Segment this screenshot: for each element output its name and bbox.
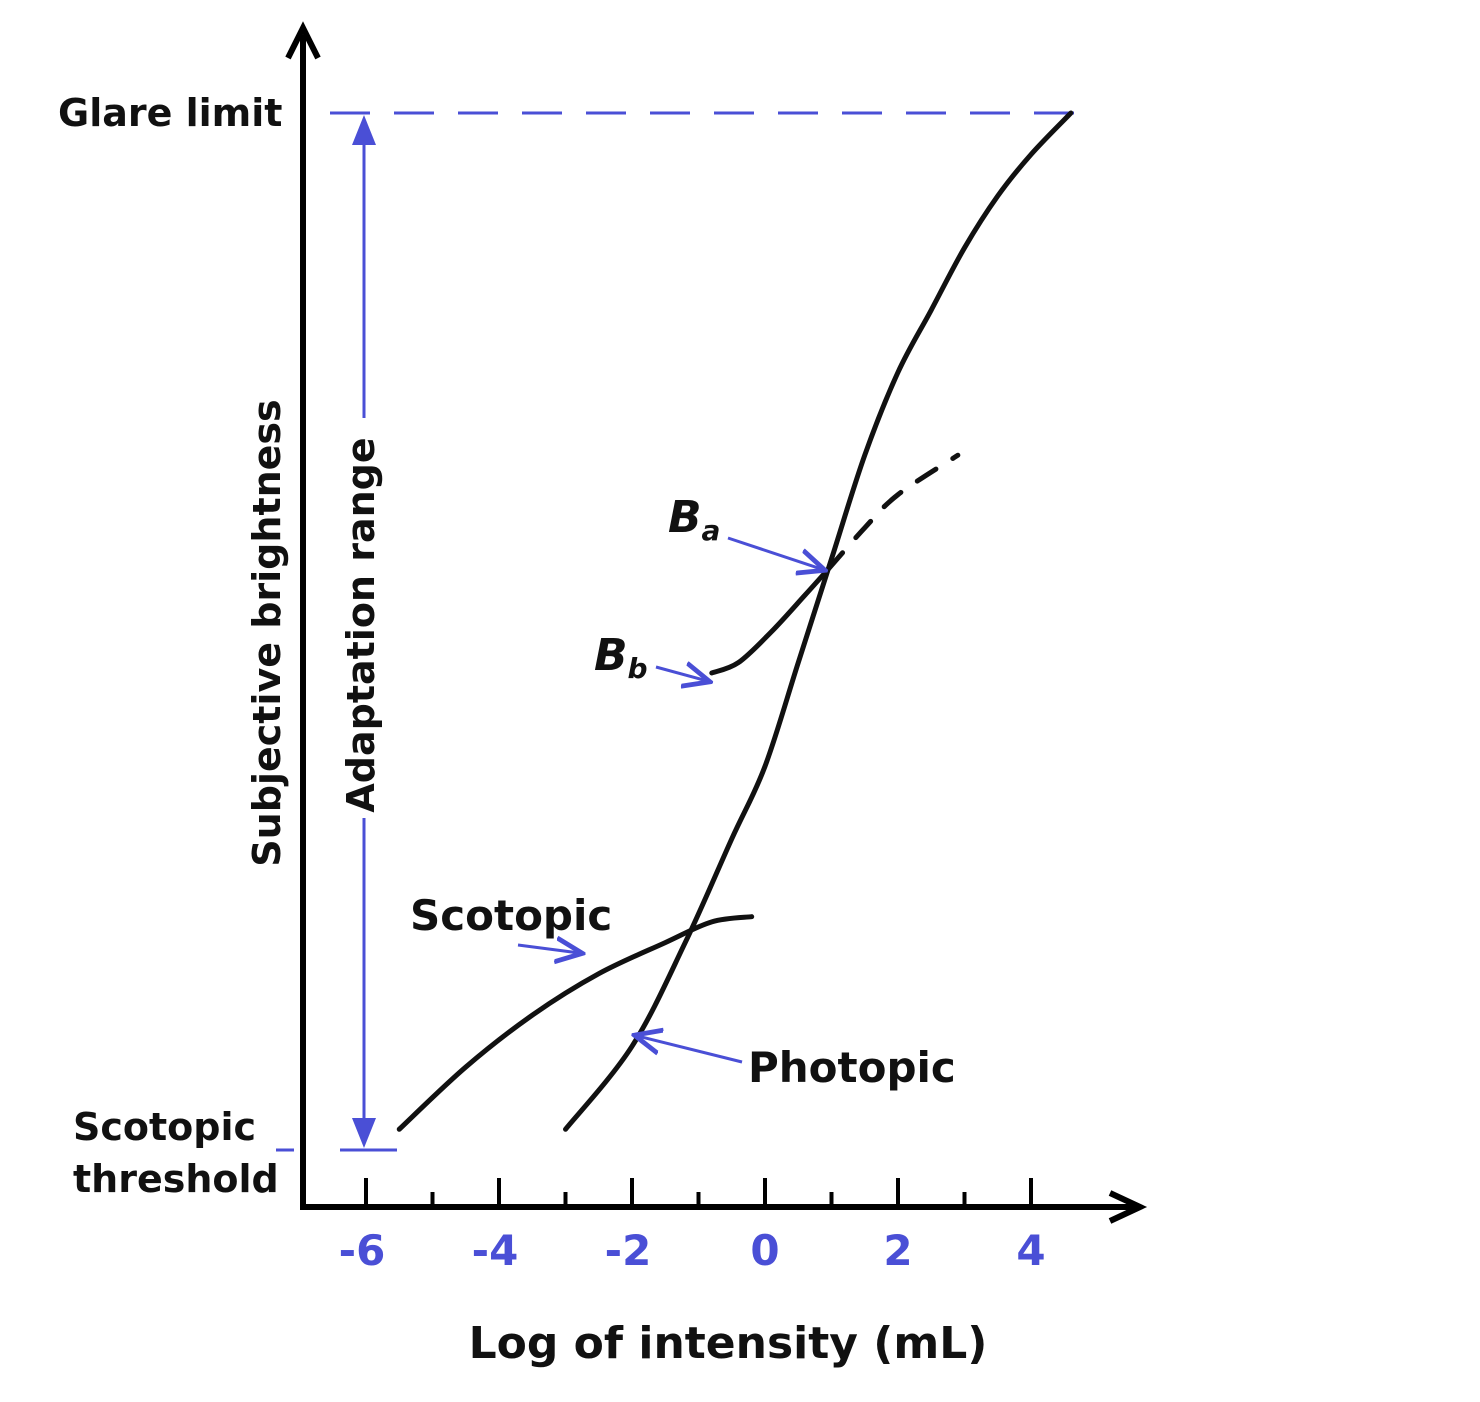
x-tick-label: -4 (472, 1226, 519, 1275)
scotopic-label: Scotopic (410, 891, 612, 940)
x-tick-label: 4 (1016, 1226, 1045, 1275)
x-tick-label: 0 (750, 1226, 779, 1275)
ba-label-subscript: a (702, 514, 721, 547)
adaptation-range-label: Adaptation range (339, 437, 383, 812)
x-axis-arrowhead (1108, 1190, 1148, 1224)
bb-curve-curve (709, 566, 831, 676)
bb-pointer-arrow (655, 667, 707, 681)
bb-label: Bb (594, 630, 648, 685)
x-axis-tick-labels: -6 -4 -2 0 2 4 (339, 1226, 1046, 1275)
x-axis-ticks (364, 1178, 1033, 1207)
ba-label-main: B (668, 492, 702, 543)
ba-label: Ba (668, 492, 720, 547)
scotopic-threshold-label-line2: threshold (73, 1157, 279, 1201)
x-tick-label: -2 (605, 1226, 652, 1275)
axes: -6 -4 -2 0 2 4 (285, 21, 1148, 1275)
adaptation-arrowhead-down (352, 1118, 376, 1148)
adaptation-range: Adaptation range (339, 115, 383, 1148)
scotopic-curve (396, 914, 755, 1132)
scotopic-threshold-label-line1: Scotopic (73, 1105, 256, 1149)
dashed-extension-curve (825, 452, 961, 572)
adaptation-arrowhead-up (352, 115, 376, 145)
scotopic-pointer-arrow (517, 945, 579, 953)
photopic-pointer-arrow (637, 1036, 743, 1064)
x-tick-label: 2 (883, 1226, 912, 1275)
x-axis-label: Log of intensity (mL) (469, 1318, 988, 1369)
reference-markers: Glare limit Scotopic threshold (58, 91, 1075, 1201)
photopic-label: Photopic (748, 1043, 956, 1092)
curves (396, 110, 1074, 1132)
photopic-curve (563, 110, 1074, 1132)
glare-limit-label: Glare limit (58, 91, 282, 135)
x-tick-label: -6 (339, 1226, 386, 1275)
bb-label-subscript: b (628, 652, 648, 685)
annotations: Ba Bb Scotopic Photopic (410, 492, 956, 1092)
ba-pointer-arrow (727, 536, 822, 569)
bb-label-main: B (594, 630, 628, 681)
y-axis-arrowhead (285, 21, 321, 60)
y-axis-label: Subjective brightness (245, 399, 289, 866)
